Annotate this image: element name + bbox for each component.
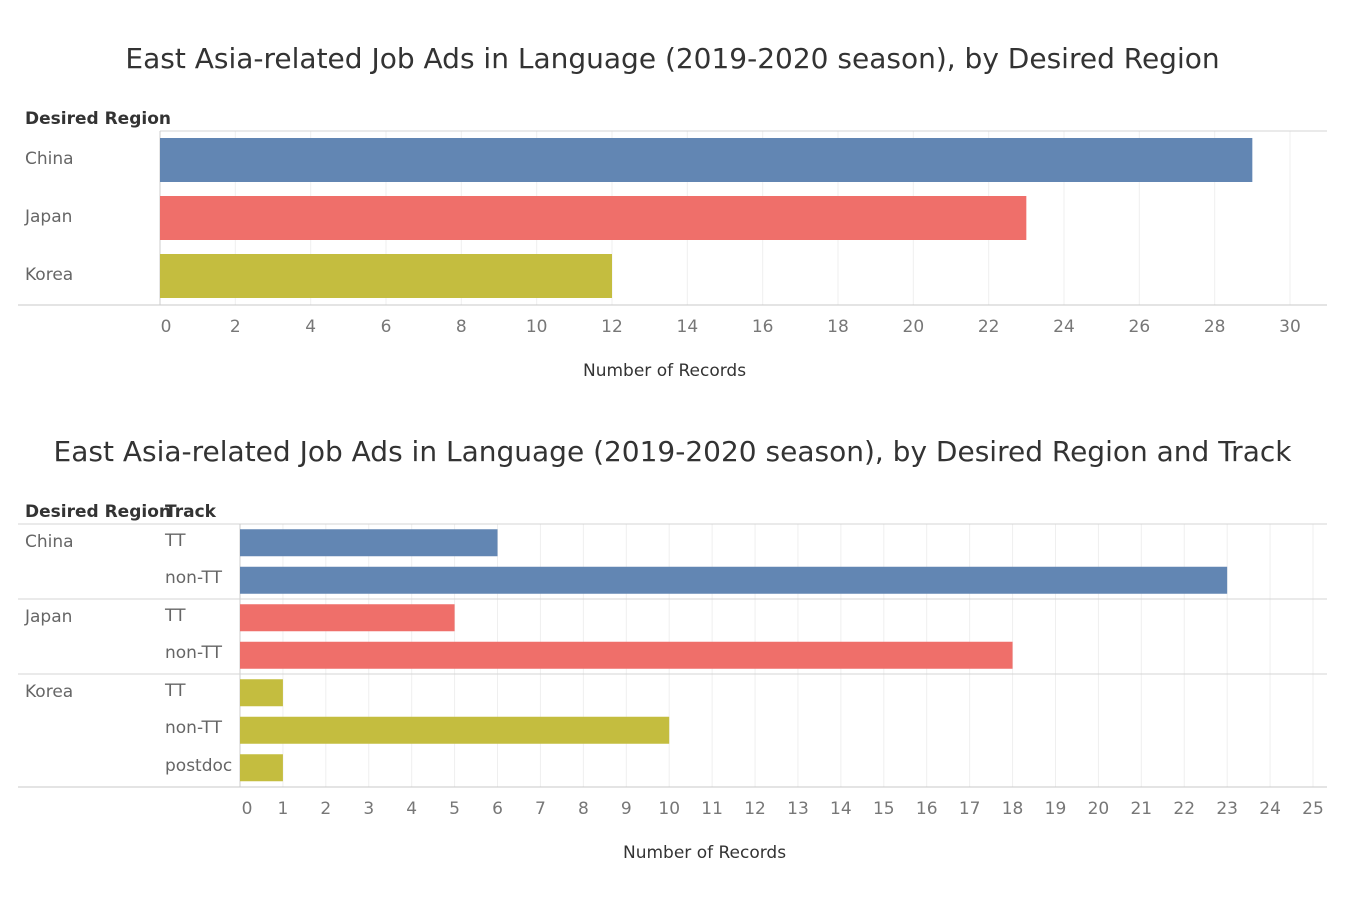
chart2-x-tick-label: 0 <box>242 799 253 819</box>
chart2-bar-japan-tt <box>240 604 455 632</box>
chart2-row-header-track: Track <box>165 502 216 522</box>
chart1-x-tick-label: 6 <box>381 317 392 337</box>
chart2-x-tick-label: 9 <box>621 799 632 819</box>
chart1-x-tick-label: 20 <box>903 317 925 337</box>
chart1-bar-korea <box>160 254 612 298</box>
chart2-x-tick-label: 16 <box>916 799 938 819</box>
chart2-x-tick-label: 15 <box>873 799 895 819</box>
chart1-bar-china <box>160 138 1253 182</box>
chart2-x-axis-title: Number of Records <box>623 843 787 863</box>
chart1-x-tick-label: 18 <box>827 317 849 337</box>
chart2-x-tick-label: 11 <box>701 799 723 819</box>
chart2-bar-china-tt <box>240 529 498 557</box>
chart2-bar-china-non-tt <box>240 566 1228 594</box>
chart2-x-tick-label: 13 <box>787 799 809 819</box>
chart1-x-tick-label: 24 <box>1053 317 1075 337</box>
chart2-x-tick-label: 8 <box>578 799 589 819</box>
chart2-track-label: non-TT <box>165 643 222 664</box>
chart2-x-tick-label: 12 <box>744 799 766 819</box>
chart1-title: East Asia-related Job Ads in Language (2… <box>125 42 1220 75</box>
chart2-x-tick-label: 3 <box>363 799 374 819</box>
chart2-x-tick-label: 7 <box>535 799 546 819</box>
chart2-x-tick-label: 22 <box>1173 799 1195 819</box>
chart1-category-label: Japan <box>25 207 73 227</box>
chart2-title: East Asia-related Job Ads in Language (2… <box>53 435 1292 468</box>
chart2-track-label: non-TT <box>165 568 222 589</box>
chart2-region-label: Japan <box>25 607 73 627</box>
chart2-x-tick-label: 24 <box>1259 799 1281 819</box>
chart1-x-tick-label: 2 <box>230 317 241 337</box>
chart2-x-tick-label: 21 <box>1130 799 1152 819</box>
chart1-x-axis-title: Number of Records <box>583 361 747 381</box>
chart2-x-tick-label: 19 <box>1045 799 1067 819</box>
chart2-x-tick-label: 4 <box>406 799 417 819</box>
chart2-x-tick-label: 10 <box>658 799 680 819</box>
chart2-x-tick-label: 25 <box>1302 799 1324 819</box>
chart2-bar-japan-non-tt <box>240 641 1013 669</box>
chart1-x-tick-label: 26 <box>1129 317 1151 337</box>
chart2-x-tick-label: 5 <box>449 799 460 819</box>
chart1-bar-japan <box>160 196 1027 240</box>
chart2-x-tick-label: 6 <box>492 799 503 819</box>
chart2-x-tick-label: 17 <box>959 799 981 819</box>
chart1-x-tick-label: 14 <box>677 317 699 337</box>
chart1-x-tick-label: 0 <box>161 317 172 337</box>
chart1-x-tick-label: 16 <box>752 317 774 337</box>
chart2-track-label: postdoc <box>165 755 233 776</box>
chart2-bar-korea-tt <box>240 679 283 707</box>
chart1-category-label: China <box>25 149 74 169</box>
chart2-x-tick-label: 2 <box>320 799 331 819</box>
chart2-x-tick-label: 20 <box>1088 799 1110 819</box>
chart2-row-header-region: Desired Region <box>25 502 171 522</box>
chart1-x-tick-label: 30 <box>1279 317 1301 337</box>
chart2-track-label: TT <box>165 680 186 701</box>
chart2-region-label: Korea <box>25 682 74 702</box>
chart2-x-tick-label: 14 <box>830 799 852 819</box>
chart2-x-tick-label: 1 <box>278 799 289 819</box>
chart1-row-header: Desired Region <box>25 109 171 129</box>
chart2-x-tick-label: 18 <box>1002 799 1024 819</box>
chart2-bar-korea-postdoc <box>240 754 283 782</box>
chart1-x-tick-label: 12 <box>601 317 623 337</box>
chart2-track-label: non-TT <box>165 718 222 739</box>
chart1-x-tick-label: 10 <box>526 317 548 337</box>
chart1-x-tick-label: 8 <box>456 317 467 337</box>
chart2-track-label: TT <box>165 605 186 626</box>
chart1-x-tick-label: 22 <box>978 317 1000 337</box>
chart1-x-tick-label: 28 <box>1204 317 1226 337</box>
chart2-region-label: China <box>25 532 74 552</box>
chart2-bar-korea-non-tt <box>240 716 670 744</box>
chart2-track-label: TT <box>165 530 186 551</box>
chart1-category-label: Korea <box>25 265 74 285</box>
chart2-x-tick-label: 23 <box>1216 799 1238 819</box>
chart1-x-tick-label: 4 <box>305 317 316 337</box>
